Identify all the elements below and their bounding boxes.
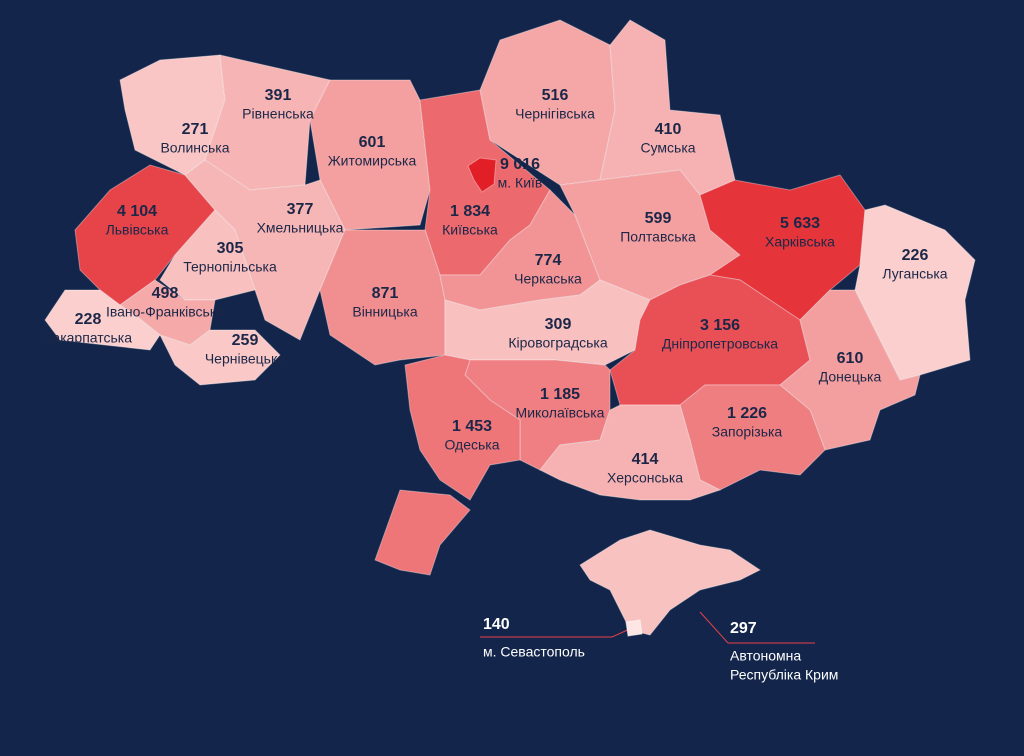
region	[854, 204, 976, 381]
region-value: 5 633	[780, 215, 820, 232]
region-value: 305	[217, 240, 244, 257]
region-value: 498	[152, 285, 179, 302]
region-value: 601	[359, 134, 386, 151]
region	[467, 157, 497, 193]
region-name: Запорізька	[712, 424, 783, 440]
region-name: Чернівецька	[205, 351, 286, 367]
region-value: 1 226	[727, 405, 767, 422]
region	[599, 19, 736, 196]
region-value: 610	[837, 350, 864, 367]
region	[44, 289, 161, 351]
region-value: 259	[232, 332, 259, 349]
region	[625, 619, 643, 637]
region-name: Дніпропетровська	[662, 336, 778, 352]
region	[679, 384, 826, 491]
region-value: 377	[287, 201, 314, 218]
region-name: Луганська	[882, 266, 947, 282]
region-value: 4 104	[117, 203, 157, 220]
region-name: Волинська	[160, 140, 229, 156]
region-name: Сумська	[640, 140, 695, 156]
callout-value: 297	[730, 620, 757, 637]
region-name: Полтавська	[620, 229, 696, 245]
region-name: Чернігівська	[515, 106, 595, 122]
callout-name: Республіка Крим	[730, 667, 838, 683]
region	[404, 354, 521, 501]
region-value: 228	[75, 311, 102, 328]
region-value: 1 185	[540, 386, 580, 403]
region-name: Київська	[442, 222, 498, 238]
region-name: Одеська	[444, 437, 499, 453]
region-name: Вінницька	[352, 304, 417, 320]
region-name: Тернопільська	[183, 259, 277, 275]
region-name: Черкаська	[514, 271, 582, 287]
region-value: 599	[645, 210, 672, 227]
callout-name: м. Севастополь	[483, 644, 585, 660]
region-name: Донецька	[819, 369, 882, 385]
region	[374, 489, 471, 576]
region-name: Івано-Франківська	[106, 304, 224, 320]
region	[309, 79, 431, 231]
region-name: Херсонська	[607, 470, 683, 486]
region-value: 9 016	[500, 156, 540, 173]
region	[779, 289, 921, 451]
region-name: м. Київ	[498, 175, 543, 191]
callout-line	[699, 611, 729, 644]
region-value: 410	[655, 121, 682, 138]
region-value: 774	[535, 252, 562, 269]
callout-value: 140	[483, 616, 510, 633]
region-value: 226	[902, 247, 929, 264]
region-name: Рівненська	[242, 106, 314, 122]
region-name: Харківська	[765, 234, 835, 250]
region-value: 3 156	[700, 317, 740, 334]
region-name: Кіровоградська	[508, 335, 607, 351]
region-value: 516	[542, 87, 569, 104]
region	[539, 404, 722, 501]
region-name: Закарпатська	[44, 330, 132, 346]
region-value: 1 834	[450, 203, 490, 220]
region-value: 414	[632, 451, 659, 468]
regions	[44, 19, 976, 637]
callout-name: Автономна	[730, 648, 801, 664]
region-value: 309	[545, 316, 572, 333]
region-value: 871	[372, 285, 399, 302]
region-value: 391	[265, 87, 292, 104]
region	[579, 529, 761, 636]
region	[319, 229, 446, 366]
region-value: 1 453	[452, 418, 492, 435]
region-name: Миколаївська	[516, 405, 605, 421]
region-name: Львівська	[106, 222, 169, 238]
region-name: Житомирська	[328, 153, 417, 169]
region-value: 271	[182, 121, 209, 138]
region	[159, 329, 281, 386]
region-name: Хмельницька	[257, 220, 344, 236]
